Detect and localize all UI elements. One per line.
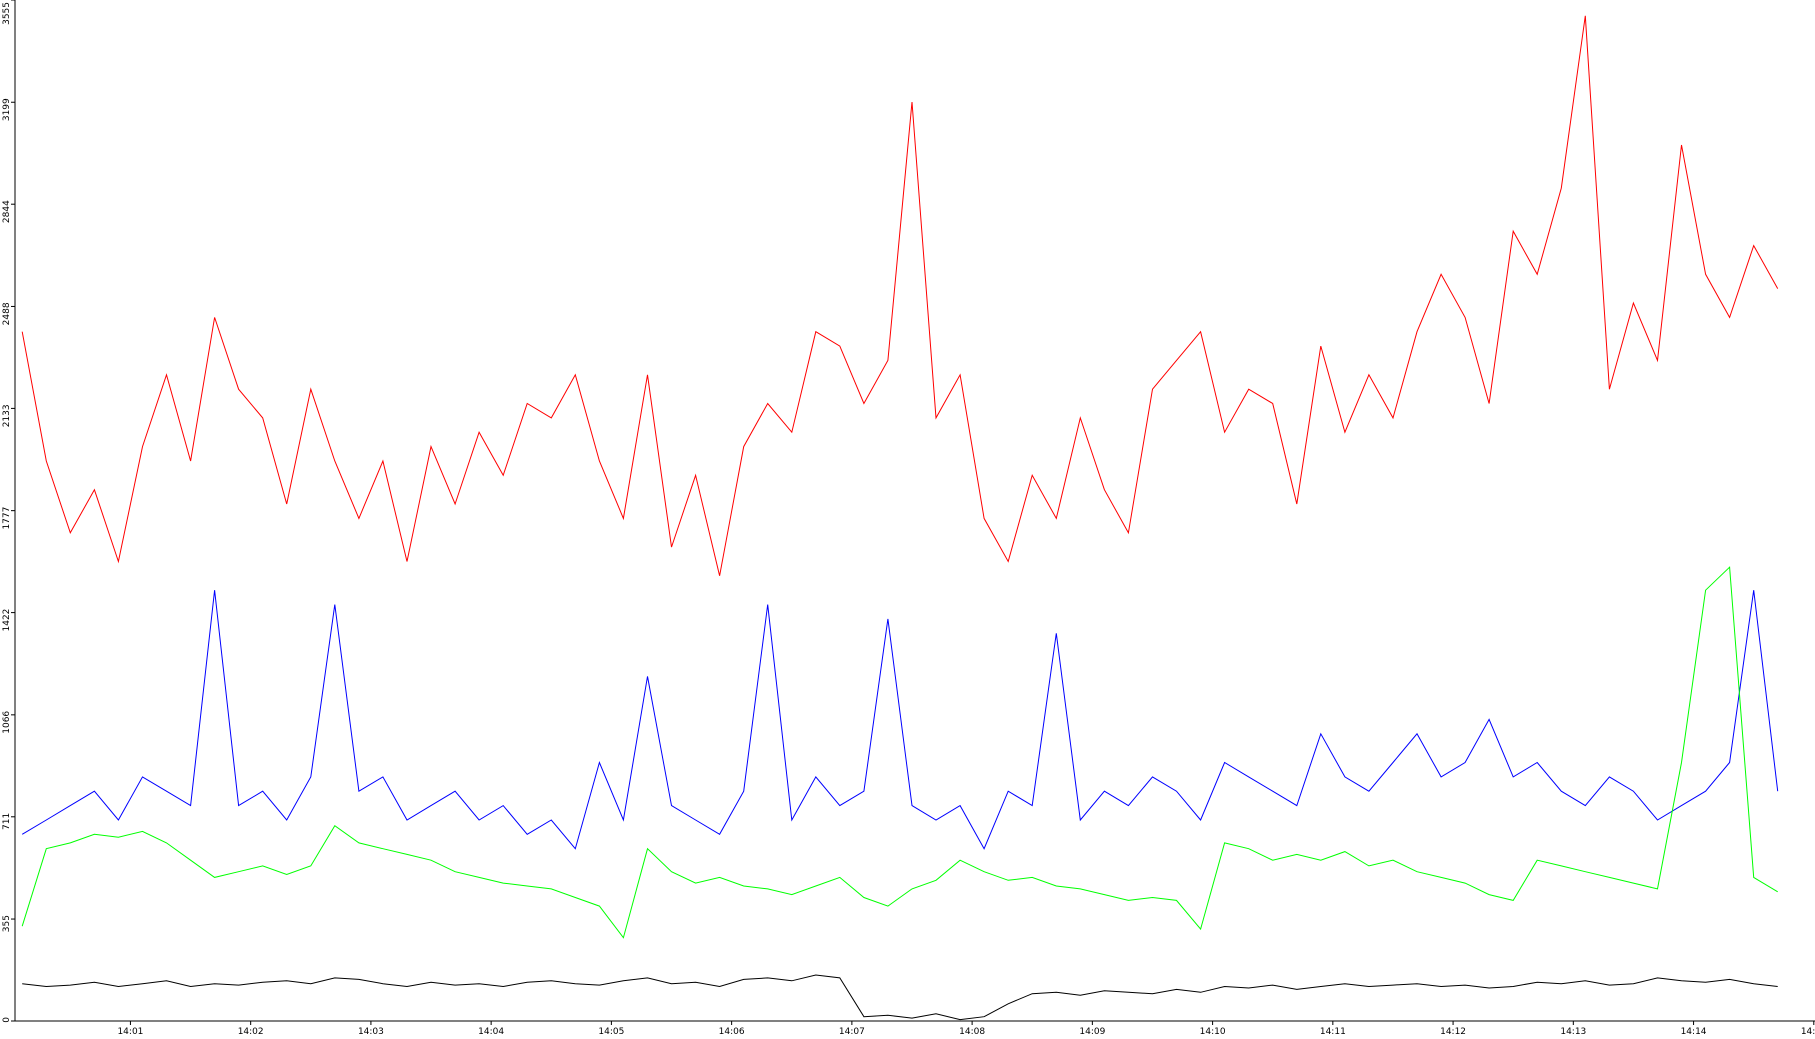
x-tick-label: 14:06 (719, 1027, 745, 1037)
x-tick-label: 14:05 (598, 1027, 624, 1037)
y-tick-label: 711 (2, 813, 12, 830)
x-tick-label: 14:14 (1681, 1027, 1707, 1037)
x-tick-label: 14:03 (358, 1027, 384, 1037)
y-tick-label: 2133 (2, 404, 12, 427)
x-tick-label: 14:12 (1440, 1027, 1466, 1037)
y-tick-label: 355 (2, 915, 12, 932)
x-tick-label: 14:15 (1801, 1027, 1815, 1037)
x-tick-label: 14:10 (1200, 1027, 1226, 1037)
y-tick-label: 0 (2, 1017, 12, 1023)
y-tick-label: 1422 (2, 609, 12, 632)
x-tick-label: 14:13 (1560, 1027, 1586, 1037)
y-tick-label: 3199 (2, 98, 12, 121)
y-tick-label: 1777 (2, 507, 12, 530)
x-tick-label: 14:01 (117, 1027, 143, 1037)
y-tick-label: 2488 (2, 302, 12, 325)
y-tick-label: 1066 (2, 711, 12, 734)
series-line (21, 566, 1778, 939)
series-line (22, 974, 1778, 1021)
y-tick-label: 2844 (2, 200, 12, 223)
series-line (21, 15, 1779, 576)
x-tick-label: 14:07 (839, 1027, 865, 1037)
x-tick-label: 14:04 (478, 1027, 504, 1037)
y-tick-label: 3555 (2, 2, 12, 25)
x-tick-label: 14:09 (1079, 1027, 1105, 1037)
x-tick-label: 14:08 (959, 1027, 985, 1037)
x-tick-label: 14:02 (238, 1027, 264, 1037)
x-tick-label: 14:11 (1320, 1027, 1346, 1037)
series-line (21, 590, 1779, 850)
